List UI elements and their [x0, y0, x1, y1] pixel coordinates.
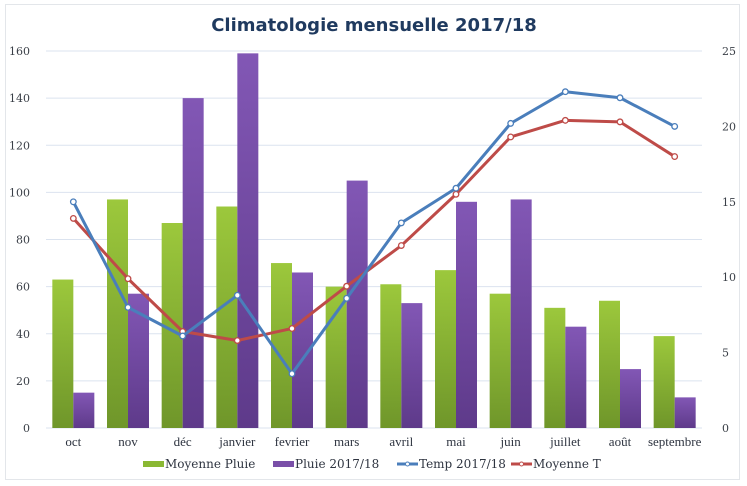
- category-label: mars: [334, 434, 359, 449]
- bar-pluie-2017-18-fevrier: [292, 272, 313, 428]
- line-temp-2017-18: [72, 90, 676, 376]
- right-axis-tick-label: 15: [722, 196, 736, 209]
- marker-moyenne-t-janvier: [233, 337, 241, 344]
- marker-moyenne-t-avril: [397, 242, 405, 249]
- category-label: septembre: [648, 434, 702, 449]
- marker-temp-2017-18-oct: [69, 198, 77, 206]
- category-label: juillet: [549, 434, 581, 449]
- lines: [69, 88, 679, 378]
- marker-temp-2017-18-juillet: [561, 88, 569, 96]
- left-axis-tick-label: 20: [16, 375, 30, 388]
- bar-pluie-2017-18-juin: [510, 199, 532, 428]
- bar-moyenne-pluie-oct: [52, 279, 74, 428]
- left-axis-tick-label: 0: [23, 422, 30, 435]
- legend-marker-moyenne-t: [519, 461, 524, 467]
- marker-moyenne-t-septembre: [671, 153, 679, 161]
- marker-moyenne-t-nov: [124, 275, 132, 283]
- marker-temp-2017-18-juin: [507, 119, 515, 127]
- bar-moyenne-pluie-août: [599, 300, 620, 428]
- left-axis-tick-label: 100: [9, 186, 30, 199]
- bar-moyenne-pluie-nov: [107, 199, 128, 428]
- category-label: janvier: [218, 434, 256, 449]
- marker-moyenne-t-oct: [69, 214, 77, 222]
- bar-pluie-2017-18-déc: [182, 98, 204, 428]
- legend-swatch-pluie-2017-18: [273, 461, 294, 467]
- bar-pluie-2017-18-oct: [73, 392, 95, 428]
- right-axis-ticks: 0 5 10 15 20 25: [722, 45, 736, 435]
- bar-moyenne-pluie-mars: [325, 286, 347, 428]
- right-axis-tick-label: 0: [722, 422, 729, 435]
- bar-moyenne-pluie-janvier: [216, 206, 238, 428]
- marker-temp-2017-18-avril: [397, 219, 405, 227]
- bar-pluie-2017-18-mai: [456, 201, 477, 428]
- legend-label-moyenne-pluie: Moyenne Pluie: [165, 457, 255, 471]
- marker-temp-2017-18-fevrier: [288, 370, 296, 378]
- category-label: fevrier: [275, 434, 310, 449]
- right-axis-tick-label: 20: [722, 120, 736, 133]
- left-axis-tick-label: 120: [9, 139, 30, 152]
- bar-pluie-2017-18-avril: [401, 303, 423, 428]
- left-axis-tick-label: 80: [16, 234, 30, 247]
- legend-label-pluie-2017-18: Pluie 2017/18: [295, 457, 379, 471]
- marker-temp-2017-18-déc: [179, 332, 187, 340]
- left-axis-tick-label: 40: [16, 328, 30, 341]
- category-label: août: [609, 434, 632, 449]
- marker-moyenne-t-juillet: [561, 116, 569, 124]
- bar-pluie-2017-18-août: [620, 369, 641, 428]
- legend-marker-temp-2017-18: [405, 461, 410, 467]
- bar-moyenne-pluie-juillet: [544, 307, 566, 428]
- bar-pluie-2017-18-mars: [346, 180, 368, 428]
- bar-pluie-2017-18-nov: [128, 293, 149, 428]
- line-moyenne-t: [72, 118, 676, 343]
- bar-moyenne-pluie-déc: [161, 223, 183, 428]
- marker-temp-2017-18-mars: [343, 294, 351, 302]
- marker-temp-2017-18-nov: [124, 303, 132, 311]
- marker-moyenne-t-juin: [507, 133, 515, 141]
- right-axis-tick-label: 25: [722, 45, 736, 58]
- bar-moyenne-pluie-avril: [380, 284, 402, 428]
- category-labels: oct nov déc janvier fevrier mars avril mai juin j…: [65, 434, 701, 449]
- legend: Moyenne Pluie Pluie 2017/18 Temp 2017/18 Mo…: [143, 457, 601, 471]
- category-label: avril: [389, 434, 413, 449]
- bars: [52, 53, 696, 428]
- right-axis-tick-label: 5: [722, 347, 729, 360]
- bar-moyenne-pluie-septembre: [653, 336, 675, 428]
- category-label: déc: [174, 434, 192, 449]
- bar-moyenne-pluie-fevrier: [271, 263, 292, 428]
- left-axis-tick-label: 140: [9, 92, 30, 105]
- legend-swatch-moyenne-pluie: [143, 461, 164, 467]
- category-label: juin: [500, 434, 522, 449]
- bar-pluie-2017-18-septembre: [674, 397, 696, 428]
- left-axis-tick-label: 60: [16, 281, 30, 294]
- bar-moyenne-pluie-mai: [435, 270, 456, 428]
- marker-moyenne-t-août: [616, 118, 624, 126]
- bar-moyenne-pluie-juin: [489, 293, 511, 428]
- left-axis-ticks: 0 20 40 60 80 100 120 140 160: [9, 45, 30, 435]
- chart-title: Climatologie mensuelle 2017/18: [211, 15, 537, 36]
- gridlines: [46, 50, 702, 429]
- bar-pluie-2017-18-janvier: [237, 53, 259, 428]
- marker-moyenne-t-mars: [343, 282, 351, 290]
- legend-label-moyenne-t: Moyenne T: [533, 457, 601, 471]
- marker-moyenne-t-mai: [452, 190, 460, 198]
- category-label: oct: [65, 434, 81, 449]
- marker-temp-2017-18-septembre: [671, 122, 679, 130]
- marker-temp-2017-18-août: [616, 94, 624, 102]
- legend-label-temp-2017-18: Temp 2017/18: [419, 457, 506, 471]
- marker-temp-2017-18-janvier: [233, 291, 241, 299]
- marker-moyenne-t-fevrier: [288, 325, 296, 332]
- left-axis-tick-label: 160: [9, 45, 30, 58]
- category-label: mai: [446, 434, 466, 449]
- right-axis-tick-label: 10: [722, 271, 736, 284]
- bar-pluie-2017-18-juillet: [565, 326, 587, 428]
- marker-temp-2017-18-mai: [452, 184, 460, 192]
- category-label: nov: [118, 434, 138, 449]
